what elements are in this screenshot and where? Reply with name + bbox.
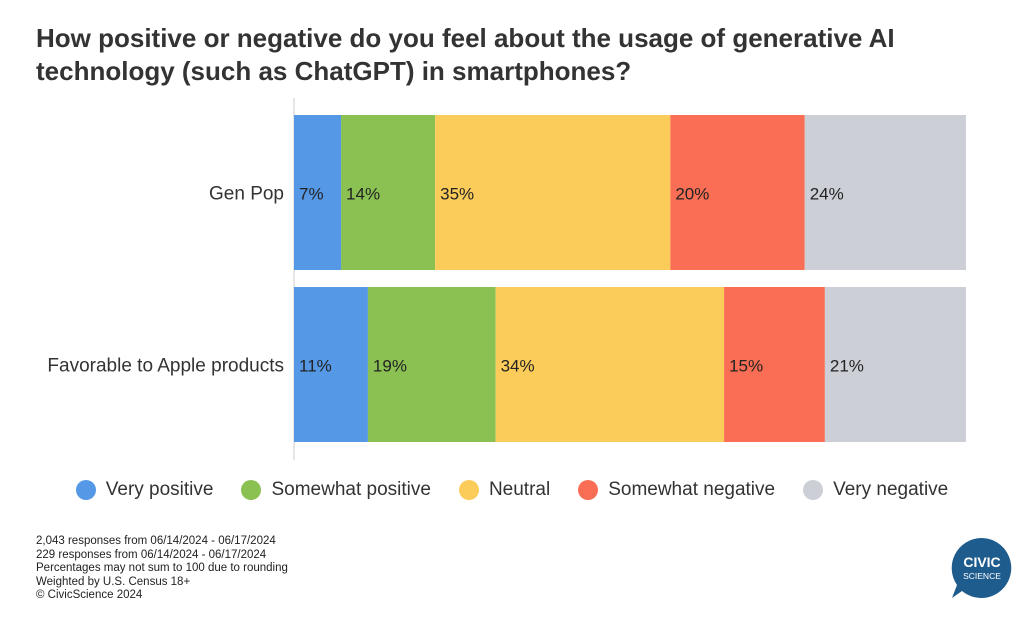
bar-segment: [341, 115, 436, 270]
bar-segment: [724, 287, 825, 442]
data-label: 35%: [440, 185, 474, 204]
footnote-line: © CivicScience 2024: [36, 589, 143, 602]
footnote-line: 229 responses from 06/14/2024 - 06/17/20…: [36, 548, 267, 561]
legend: Very positive Somewhat positive Neutral Som…: [0, 479, 1024, 501]
legend-item: Somewhat negative: [578, 479, 775, 501]
civicscience-logo: CIVIC SCIENCE: [951, 537, 1012, 598]
data-label: 21%: [830, 357, 864, 376]
category-label: Gen Pop: [209, 184, 284, 205]
legend-item: Neutral: [458, 479, 551, 501]
legend-swatch: [803, 480, 824, 500]
legend-item: Very positive: [75, 479, 214, 501]
bar-segment: [367, 287, 496, 442]
stacked-bar-chart: Gen Pop 7% 14% 35% 20% 24% Favorable to Apple …: [47, 98, 966, 460]
bar-segment: [670, 115, 805, 270]
bar-segment: [804, 115, 966, 270]
logo-speech-bubble: [951, 537, 1012, 598]
logo-text-science: SCIENCE: [963, 571, 1001, 581]
legend-label: Somewhat positive: [271, 479, 431, 500]
footnote-line: Percentages may not sum to 100 due to ro…: [36, 562, 288, 575]
data-label: 24%: [810, 185, 844, 204]
bar-segment: [824, 287, 966, 442]
footnote-line: 2,043 responses from 06/14/2024 - 06/17/…: [36, 535, 276, 547]
legend-label: Neutral: [488, 479, 551, 500]
data-label: 11%: [299, 357, 332, 376]
data-label: 34%: [501, 357, 535, 376]
legend-label: Very negative: [833, 479, 949, 500]
footnotes: 2,043 responses from 06/14/2024 - 06/17/…: [36, 535, 288, 603]
data-label: 19%: [373, 357, 407, 376]
logo-text-civic: CIVIC: [963, 554, 1000, 570]
category-label: Favorable to Apple products: [47, 356, 284, 377]
legend-swatch: [578, 480, 599, 500]
legend-swatch: [241, 480, 262, 500]
data-label: 7%: [299, 185, 324, 204]
bar-segment: [435, 115, 671, 270]
legend-item: Somewhat positive: [241, 479, 431, 501]
data-label: 15%: [729, 357, 763, 376]
legend-label: Very positive: [105, 479, 214, 500]
chart-title: How positive or negative do you feel abo…: [36, 23, 895, 86]
data-label: 20%: [675, 185, 709, 204]
data-label: 14%: [346, 185, 380, 204]
bar-segment: [294, 115, 342, 270]
bar-segment: [294, 287, 368, 442]
legend-label: Somewhat negative: [608, 479, 776, 500]
legend-swatch: [458, 480, 479, 500]
bar-segment: [495, 287, 725, 442]
legend-swatch: [75, 480, 96, 500]
legend-item: Very negative: [803, 479, 948, 501]
footnote-line: Weighted by U.S. Census 18+: [36, 575, 191, 588]
